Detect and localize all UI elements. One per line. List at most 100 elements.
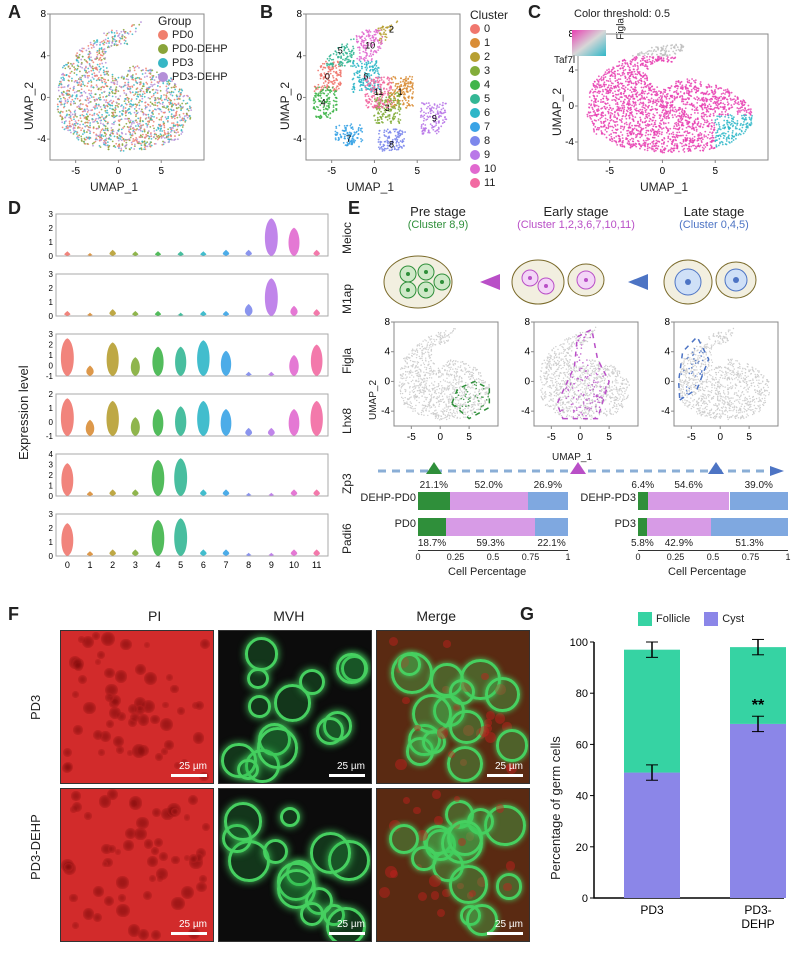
legend-item: Follicle	[638, 612, 690, 626]
mini-umap: -505-4048	[652, 318, 782, 446]
stackbar-seg	[730, 492, 789, 510]
scale-bar: 25 µm	[329, 761, 365, 777]
legend-item: PD0	[158, 28, 228, 42]
micrograph: 25 µm	[376, 630, 530, 784]
micrograph: 25 µm	[218, 788, 372, 942]
panel-b-plot: -505-404801234567891011	[284, 10, 464, 180]
svg-text:9: 9	[432, 113, 437, 123]
panel-a-y-label: UMAP_2	[22, 82, 36, 130]
mini-umap: -505-4048	[512, 318, 642, 446]
stackbar-xaxis	[638, 550, 788, 551]
micro-col-header: MVH	[273, 608, 304, 628]
svg-text:-4: -4	[565, 137, 574, 148]
svg-text:8: 8	[389, 139, 394, 149]
panel-b-legend: Cluster 01234567891011	[470, 8, 508, 190]
svg-text:0: 0	[660, 166, 666, 177]
legend-item: 11	[470, 176, 508, 190]
legend-item: 6	[470, 106, 508, 120]
stackbar-value: 26.9%	[530, 480, 566, 491]
stackbar-seg	[450, 492, 528, 510]
stackbar-row-label: DEHP-PD0	[358, 492, 416, 504]
svg-text:0: 0	[40, 92, 46, 103]
stackbar-seg	[535, 518, 568, 536]
micrograph: 25 µm	[60, 788, 214, 942]
stage-header: Late stage (Cluster 0,4,5)	[648, 204, 780, 231]
panel-c-x-label: UMAP_1	[640, 180, 688, 194]
panel-a-x-label: UMAP_1	[90, 180, 138, 194]
panel-e-stage-headers: Pre stage (Cluster 8,9)Early stage (Clus…	[372, 204, 780, 256]
panel-c-gene-top: Figla	[616, 18, 627, 40]
stackbar-value: 18.7%	[414, 538, 450, 549]
stackbar-row-label: DEHP-PD3	[578, 492, 636, 504]
svg-text:-4: -4	[37, 134, 46, 145]
panel-d-y-label: Expression level	[16, 365, 31, 460]
svg-text:0: 0	[296, 92, 302, 103]
panel-g-chart: 020406080100PD3**PD3-DEHP	[560, 632, 792, 942]
svg-text:4: 4	[296, 51, 302, 62]
stackbar-seg	[638, 492, 648, 510]
violin-gene-label: Lhx8	[340, 408, 354, 434]
stackbar-xtick: 0.5	[483, 552, 503, 562]
stackbar-value: 52.0%	[471, 480, 507, 491]
stage-header: Early stage (Cluster 1,2,3,6,7,10,11)	[510, 204, 642, 231]
panel-e-timeline-arrow	[372, 462, 786, 480]
svg-text:5: 5	[158, 166, 164, 177]
stackbar-value: 5.8%	[624, 538, 660, 549]
stackbar-xtick: 0	[408, 552, 428, 562]
micrograph: 25 µm	[218, 630, 372, 784]
legend-item: 9	[470, 148, 508, 162]
violin-gene-label: Figla	[340, 348, 354, 374]
stackbar-xtick: 0	[628, 552, 648, 562]
svg-text:2: 2	[389, 25, 394, 35]
violin-gene-label: Padi6	[340, 523, 354, 554]
panel-c-gene-bottom: Taf7l	[554, 55, 575, 66]
stackbar-xtick: 0.25	[446, 552, 466, 562]
stackbar-value: 39.0%	[741, 480, 777, 491]
stackbar-xtick: 0.25	[666, 552, 686, 562]
svg-text:4: 4	[40, 51, 46, 62]
svg-text:10: 10	[365, 40, 375, 50]
legend-item: 5	[470, 92, 508, 106]
violin-gene-label: Zp3	[340, 473, 354, 494]
stackbar-seg	[418, 518, 446, 536]
panel-b-legend-title: Cluster	[470, 8, 508, 22]
legend-item: 4	[470, 78, 508, 92]
violin-row: 0123	[34, 270, 334, 330]
stackbar-xtick: 1	[778, 552, 796, 562]
stackbar-seg	[418, 492, 450, 510]
svg-text:4: 4	[568, 65, 574, 76]
scale-bar: 25 µm	[171, 919, 207, 935]
stackbar-xlabel: Cell Percentage	[448, 566, 526, 578]
legend-item: 1	[470, 36, 508, 50]
svg-text:7: 7	[346, 134, 351, 144]
panel-f-col-headers: PIMVHMerge	[92, 608, 512, 628]
svg-text:0: 0	[372, 166, 378, 177]
panel-c-colorkey: Figla Taf7l	[562, 26, 618, 60]
svg-text:0: 0	[568, 101, 574, 112]
panel-a-legend-title: Group	[158, 14, 228, 28]
stackbar-xaxis	[418, 550, 568, 551]
panel-b-x-label: UMAP_1	[346, 180, 394, 194]
scale-bar: 25 µm	[487, 919, 523, 935]
panel-e-cartoon	[372, 252, 780, 312]
stackbar-value: 6.4%	[625, 480, 661, 491]
stage-header: Pre stage (Cluster 8,9)	[372, 204, 504, 231]
scale-bar: 25 µm	[171, 761, 207, 777]
stackbar-xtick: 0.75	[521, 552, 541, 562]
stackbar-seg	[647, 518, 711, 536]
stackbar-value: 59.3%	[473, 538, 509, 549]
stackbar-seg	[446, 518, 535, 536]
svg-text:-5: -5	[327, 166, 336, 177]
panel-e-y-label: UMAP_2	[368, 380, 379, 420]
stackbar-xtick: 0.75	[741, 552, 761, 562]
legend-item: 7	[470, 120, 508, 134]
panel-a-legend: Group PD0PD0-DEHPPD3PD3-DEHP	[158, 14, 228, 84]
micro-row-header: PD3	[28, 695, 43, 720]
micrograph: 25 µm	[60, 630, 214, 784]
stackbar-value: 42.9%	[661, 538, 697, 549]
svg-text:8: 8	[40, 10, 46, 20]
violin-row: 012301234567891011	[34, 510, 334, 570]
violin-gene-label: M1ap	[340, 284, 354, 314]
panel-label-c: C	[528, 2, 541, 23]
legend-item: Cyst	[704, 612, 744, 626]
